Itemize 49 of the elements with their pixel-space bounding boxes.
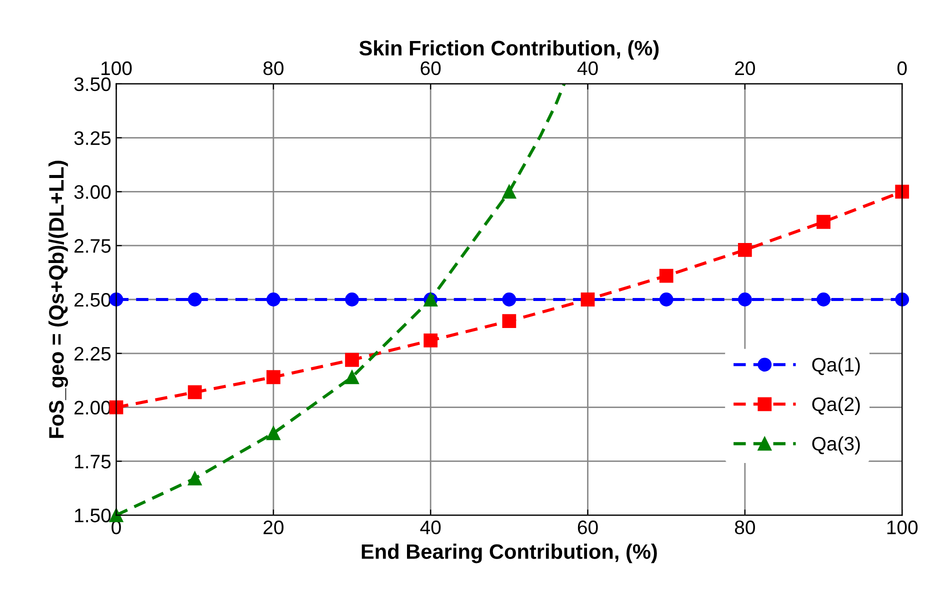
point xyxy=(895,292,910,306)
x2-axis-title: Skin Friction Contribution, (%) xyxy=(359,40,659,60)
point xyxy=(109,400,124,414)
point xyxy=(266,370,280,384)
point xyxy=(188,385,202,400)
y-tick-label: 2.75 xyxy=(74,239,111,253)
point xyxy=(738,242,752,257)
point xyxy=(266,292,280,306)
x-axis-title: End Bearing Contribution, (%) xyxy=(362,544,657,564)
x-tick-label: 100 xyxy=(887,520,918,534)
x2-tick-label: 20 xyxy=(735,61,755,76)
y-tick-label: 1.75 xyxy=(75,454,111,468)
x-tick-label: 60 xyxy=(578,520,598,534)
y-tick-label: 3.50 xyxy=(74,77,111,92)
point xyxy=(659,268,674,283)
point xyxy=(345,292,359,306)
x2-tick-label: 100 xyxy=(102,61,132,76)
y-tick-label: 3.25 xyxy=(74,131,111,146)
x2-tick-label: 60 xyxy=(420,61,441,76)
y-tick-label: 1.50 xyxy=(75,508,111,522)
point xyxy=(424,334,438,348)
y-tick-label: 3.00 xyxy=(74,185,111,199)
y-axis-title: FoS_geo = (Qs+Qb)/(DL+LL) xyxy=(48,160,68,438)
point xyxy=(188,292,202,306)
x2-tick-label: 0 xyxy=(897,61,907,76)
y-tick-label: 2.00 xyxy=(74,400,111,415)
x-tick-label: 40 xyxy=(420,520,441,534)
point xyxy=(502,314,516,328)
point xyxy=(502,292,516,306)
x-tick-label: 80 xyxy=(734,520,755,534)
point xyxy=(816,214,830,229)
point xyxy=(109,292,124,306)
point xyxy=(345,352,359,367)
legend-label: Qa(2) xyxy=(812,396,860,415)
point xyxy=(738,292,752,306)
x2-tick-label: 80 xyxy=(263,61,284,76)
point xyxy=(345,370,359,384)
point xyxy=(188,472,202,486)
point xyxy=(502,184,516,199)
legend-label: Qa(1) xyxy=(812,357,860,376)
y-tick-label: 2.50 xyxy=(74,292,111,307)
point xyxy=(266,426,280,440)
point xyxy=(659,292,674,306)
legend-label: Qa(3) xyxy=(812,436,860,455)
point xyxy=(895,184,910,199)
x2-tick-label: 40 xyxy=(577,61,598,76)
x-tick-label: 20 xyxy=(264,520,284,534)
y-tick-label: 2.25 xyxy=(74,346,111,361)
point xyxy=(816,292,830,306)
